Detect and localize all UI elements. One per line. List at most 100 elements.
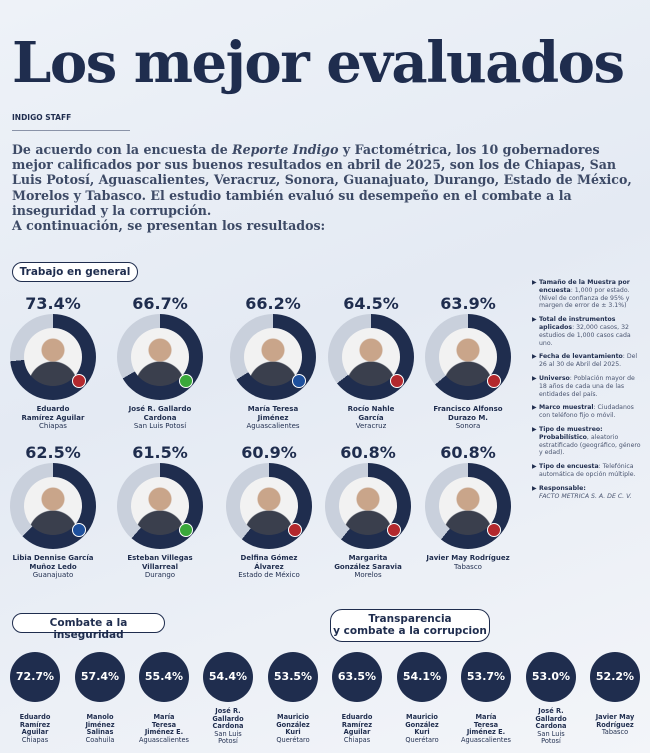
governor-name: José R. Gallardo Cardona <box>128 405 192 422</box>
score-circle: 54.4% <box>203 652 253 702</box>
transparencia-card: 52.2% Javier May Rodríguez Tabasco <box>583 652 647 737</box>
governor-card: 62.5% Libia Dennise García Muñoz Ledo Gua… <box>3 443 103 580</box>
governor-percentage: 60.9% <box>241 443 297 462</box>
party-logo-icon <box>72 523 86 537</box>
score-circle: 57.4% <box>75 652 125 702</box>
governor-name: Margarita González Saravia <box>334 554 402 571</box>
fact-item: ▶ Responsable: FACTO METRICA S. A. DE C. V… <box>532 484 632 500</box>
mini-name: María Teresa Jiménez E. <box>466 713 506 737</box>
governor-state: Sonora <box>455 422 481 430</box>
arrow-icon: ▶ <box>532 316 537 324</box>
byline-divider <box>12 130 130 131</box>
approval-ring <box>117 314 203 400</box>
party-logo-icon <box>292 374 306 388</box>
page-title: Los mejor evaluados <box>12 30 625 96</box>
mini-state: Querétaro <box>276 735 310 744</box>
approval-ring <box>325 463 411 549</box>
governor-state: Estado de México <box>238 571 300 579</box>
governor-card: 60.8% Javier May Rodríguez Tabasco <box>418 443 518 571</box>
transparencia-card: 53.7% María Teresa Jiménez E. Aguascalient… <box>454 652 518 744</box>
intro-paragraph: De acuerdo con la encuesta de Reporte In… <box>12 142 638 233</box>
mini-name: Eduardo Ramírez Aguilar <box>19 713 51 737</box>
governor-state: Guanajuato <box>32 571 74 579</box>
transparencia-card: 63.5% Eduardo Ramírez Aguilar Chiapas <box>325 652 389 744</box>
intro-publication: Reporte Indigo <box>232 142 339 157</box>
arrow-icon: ▶ <box>532 463 537 471</box>
score-circle: 55.4% <box>139 652 189 702</box>
party-logo-icon <box>387 523 401 537</box>
governor-state: Veracruz <box>355 422 387 430</box>
intro-text-2: y Factométrica, los 10 gobernadores mejo… <box>12 142 632 218</box>
arrow-icon: ▶ <box>532 404 537 412</box>
methodology-notes: ▶ Tamaño de la Muestra por encuesta: 1,00… <box>532 279 644 506</box>
score-circle: 53.0% <box>526 652 576 702</box>
governor-photo <box>131 477 189 535</box>
approval-ring <box>10 463 96 549</box>
mini-state: Aguascalientes <box>461 735 511 744</box>
governor-name: Delfina Gómez Álvarez <box>240 554 298 571</box>
fact-item: ▶ Total de instrumentos aplicados: 32,000… <box>532 316 631 347</box>
section-label-general: Trabajo en general <box>12 262 138 282</box>
score-circle: 63.5% <box>332 652 382 702</box>
governor-card: 64.5% Rocío Nahle García Veracruz <box>321 294 421 431</box>
governor-percentage: 66.2% <box>245 294 301 313</box>
fact-item: ▶ Universo: Población mayor de 18 años de… <box>532 374 635 398</box>
governor-name: Javier May Rodríguez <box>426 554 510 562</box>
arrow-icon: ▶ <box>532 425 537 433</box>
mini-name: María Teresa Jiménez E. <box>144 713 184 737</box>
governor-card: 73.4% Eduardo Ramírez Aguilar Chiapas <box>3 294 103 431</box>
approval-ring <box>117 463 203 549</box>
score-circle: 72.7% <box>10 652 60 702</box>
fact-item: ▶ Tamaño de la Muestra por encuesta: 1,00… <box>532 279 630 310</box>
governor-percentage: 63.9% <box>440 294 496 313</box>
inseguridad-card: 54.4% José R. Gallardo Cardona San Luis Pot… <box>196 652 260 746</box>
governor-name: Rocío Nahle García <box>347 405 395 422</box>
party-logo-icon <box>390 374 404 388</box>
governor-percentage: 60.8% <box>340 443 396 462</box>
mini-state: Chiapas <box>343 735 371 744</box>
mini-state: Chiapas <box>21 735 49 744</box>
governor-state: San Luis Potosí <box>133 422 187 430</box>
approval-ring <box>230 314 316 400</box>
arrow-icon: ▶ <box>532 374 537 382</box>
mini-state: San Luis Potosí <box>537 729 565 746</box>
mini-name: Javier May Rodríguez <box>595 713 635 729</box>
mini-state: Querétaro <box>405 735 439 744</box>
mini-name: José R. Gallardo Cardona <box>535 707 567 731</box>
governor-percentage: 62.5% <box>25 443 81 462</box>
section-label-inseguridad: Combate a la inseguridad <box>12 613 165 641</box>
governor-card: 60.9% Delfina Gómez Álvarez Estado de Méx… <box>219 443 319 580</box>
governor-percentage: 61.5% <box>132 443 188 462</box>
governor-state: Tabasco <box>454 562 482 571</box>
governor-percentage: 73.4% <box>25 294 81 313</box>
governor-state: Aguascalientes <box>246 422 300 430</box>
score-circle: 53.5% <box>268 652 318 702</box>
intro-text-1: De acuerdo con la encuesta de <box>12 142 233 157</box>
approval-ring <box>425 314 511 400</box>
mini-name: Mauricio González Kuri <box>405 713 439 737</box>
score-circle: 53.7% <box>461 652 511 702</box>
governor-state: Chiapas <box>39 422 67 430</box>
governor-card: 60.8% Margarita González Saravia Morelos <box>318 443 418 580</box>
party-logo-icon <box>72 374 86 388</box>
governor-photo <box>339 477 397 535</box>
party-logo-icon <box>179 523 193 537</box>
governor-name: Francisco Alfonso Durazo M. <box>433 405 503 422</box>
arrow-icon: ▶ <box>532 279 537 286</box>
approval-ring <box>10 314 96 400</box>
fact-item: ▶ Tipo de muestreo: Probabilístico, aleat… <box>532 425 641 457</box>
approval-ring <box>226 463 312 549</box>
section-label-transparencia: Transparencia y combate a la corrupcion <box>330 609 490 642</box>
fact-item: ▶ Tipo de encuesta: Telefónica automática… <box>532 463 636 478</box>
governor-card: 63.9% Francisco Alfonso Durazo M. Sonora <box>418 294 518 431</box>
score-circle: 52.2% <box>590 652 640 702</box>
mini-name: Eduardo Ramírez Aguilar <box>341 713 373 737</box>
mini-state: San Luis Potosí <box>214 729 242 746</box>
arrow-icon: ▶ <box>532 484 537 492</box>
inseguridad-card: 53.5% Mauricio González Kuri Querétaro <box>261 652 325 744</box>
score-circle: 54.1% <box>397 652 447 702</box>
byline: INDIGO STAFF <box>12 113 72 122</box>
governor-name: María Teresa Jiménez <box>247 405 299 422</box>
intro-text-3: A continuación, se presentan los resulta… <box>12 218 326 234</box>
mini-name: Manolo Jiménez Salinas <box>85 713 115 737</box>
